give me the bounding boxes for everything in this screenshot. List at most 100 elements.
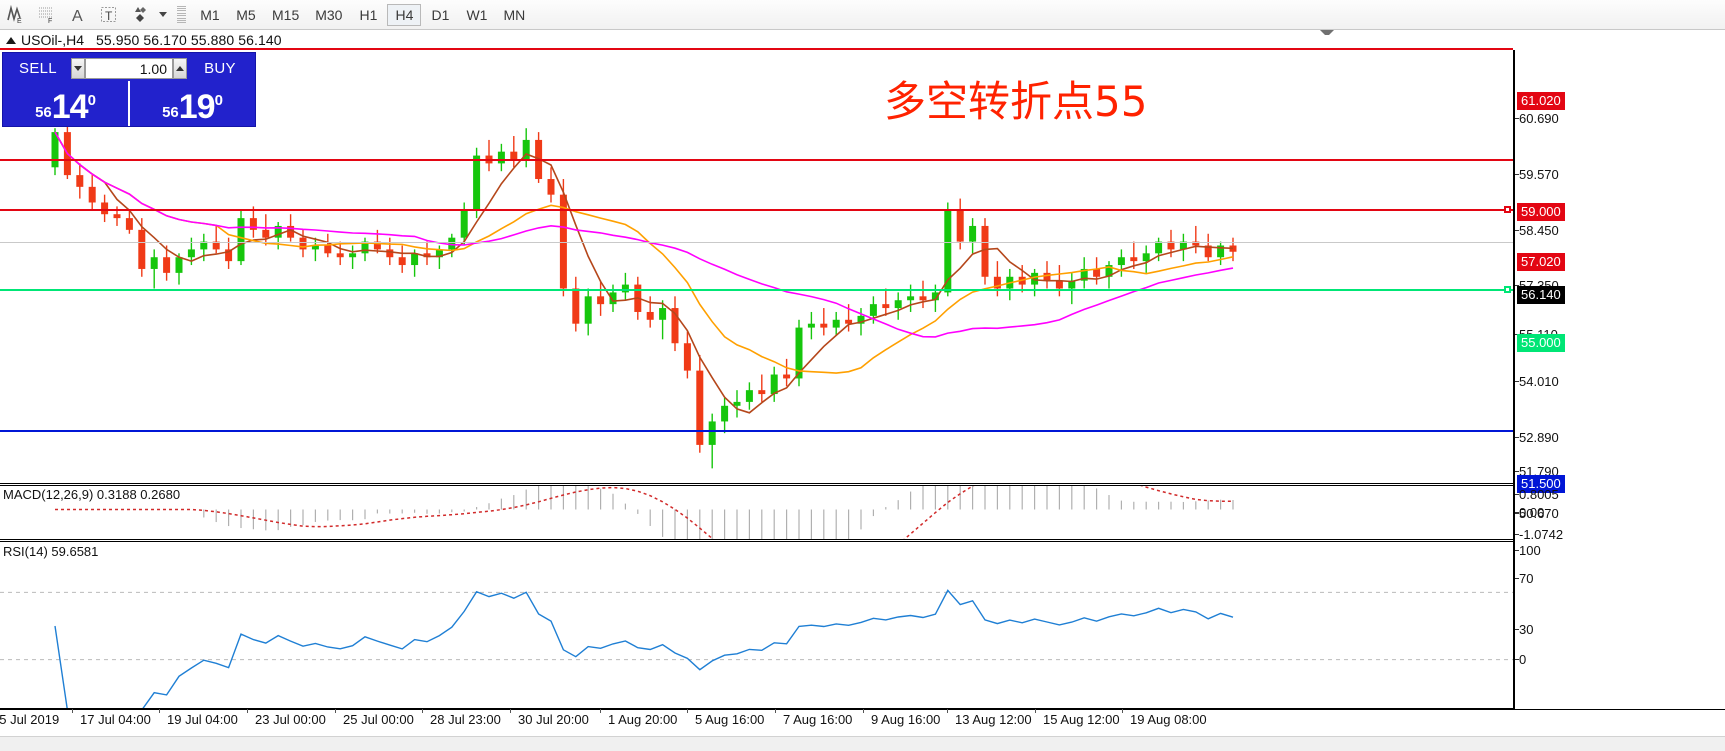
elliott-wave-icon[interactable]: E <box>0 1 31 28</box>
macd-pane[interactable] <box>0 485 1513 540</box>
time-tick-label: 15 Jul 2019 <box>0 712 60 727</box>
chart-context-caret-icon[interactable] <box>1320 30 1334 39</box>
horizontal-scrollbar[interactable] <box>0 736 1725 751</box>
rsi-tick-label: 30 <box>1515 622 1533 637</box>
shapes-dropdown-caret-icon[interactable] <box>155 1 171 28</box>
price-tick-label: 54.010 <box>1515 374 1559 389</box>
price-level-badge[interactable]: 51.500 <box>1517 475 1565 493</box>
time-tick-mark <box>947 709 948 713</box>
timeframe-w1[interactable]: W1 <box>466 6 488 23</box>
price-level-badge[interactable]: 55.000 <box>1517 334 1565 352</box>
price-tick-label: 60.690 <box>1515 111 1559 126</box>
price-tick-label: 58.450 <box>1515 223 1559 238</box>
level-line-51500[interactable] <box>0 430 1513 432</box>
time-tick-label: 1 Aug 20:00 <box>608 712 678 727</box>
time-tick-mark <box>247 709 248 713</box>
sell-button[interactable]: 56 14 0 <box>3 81 130 126</box>
price-tick-label: 52.890 <box>1515 430 1559 445</box>
current-price-line <box>0 242 1513 243</box>
macd-svg <box>55 486 1234 539</box>
level-line-61020[interactable] <box>0 48 1513 50</box>
time-tick-label: 19 Jul 04:00 <box>167 712 238 727</box>
buy-button[interactable]: 56 19 0 <box>130 81 255 126</box>
sell-price-prefix: 56 <box>35 104 52 121</box>
buy-label[interactable]: BUY <box>204 60 236 77</box>
macd-tick-label: 0.00 <box>1515 505 1544 520</box>
timeframe-m5[interactable]: M5 <box>236 6 256 23</box>
time-tick-label: 7 Aug 16:00 <box>783 712 853 727</box>
rsi-indicator-label: RSI(14) 59.6581 <box>3 544 99 559</box>
candlestick-svg <box>51 124 1237 469</box>
time-tick-mark <box>775 709 776 713</box>
text-label-icon[interactable]: T <box>93 1 124 28</box>
time-tick-label: 13 Aug 12:00 <box>955 712 1032 727</box>
time-tick-mark <box>335 709 336 713</box>
time-tick-mark <box>687 709 688 713</box>
time-tick-label: 30 Jul 20:00 <box>518 712 589 727</box>
price-level-badge[interactable]: 56.140 <box>1517 286 1565 304</box>
rsi-pane[interactable] <box>0 541 1513 709</box>
macd-tick-label: -1.0742 <box>1515 527 1563 542</box>
price-level-badge[interactable]: 59.000 <box>1517 203 1565 221</box>
price-axis[interactable]: 60.69059.57058.45057.35055.11054.01052.8… <box>1515 50 1725 709</box>
trade-prices: 56 14 0 56 19 0 <box>3 81 255 126</box>
svg-text:T: T <box>105 9 113 23</box>
svg-text:A: A <box>72 8 83 24</box>
level-line-59000[interactable] <box>0 159 1513 161</box>
trade-panel-controls: SELL 1.00 BUY <box>3 53 255 81</box>
timeframe-h4[interactable]: H4 <box>387 3 422 26</box>
level-handle-57020[interactable] <box>1504 206 1511 213</box>
timeframe-d1[interactable]: D1 <box>431 6 450 23</box>
rsi-svg <box>0 589 1513 708</box>
rsi-plot-area <box>0 542 1513 708</box>
shapes-icon[interactable] <box>124 1 155 28</box>
time-tick-mark <box>72 709 73 713</box>
time-tick-label: 9 Aug 16:00 <box>871 712 941 727</box>
sell-price-fraction: 0 <box>87 92 96 109</box>
chart-annotation-text[interactable]: 多空转折点55 <box>884 77 1148 126</box>
volume-decrease-icon[interactable] <box>71 58 85 79</box>
price-level-badge[interactable]: 61.020 <box>1517 92 1565 110</box>
timeframe-m15[interactable]: M15 <box>272 6 300 23</box>
time-tick-label: 28 Jul 23:00 <box>430 712 501 727</box>
volume-stepper[interactable]: 1.00 <box>71 58 187 79</box>
time-tick-label: 5 Aug 16:00 <box>695 712 765 727</box>
rsi-tick-label: 70 <box>1515 571 1533 586</box>
time-tick-mark <box>1035 709 1036 713</box>
level-line-57020[interactable] <box>0 209 1513 211</box>
macd-plot-area <box>0 486 1513 539</box>
price-level-badge[interactable]: 57.020 <box>1517 253 1565 271</box>
time-axis-line <box>0 709 1725 710</box>
svg-text:F: F <box>48 18 52 24</box>
fibonacci-icon[interactable]: F <box>31 1 62 28</box>
sell-price-main: 14 <box>51 88 89 126</box>
price-tick-label: 50.670 <box>1515 506 1559 521</box>
time-tick-label: 25 Jul 00:00 <box>343 712 414 727</box>
price-axis-line <box>1513 50 1515 709</box>
timeframe-m30[interactable]: M30 <box>315 6 343 23</box>
macd-indicator-label: MACD(12,26,9) 0.3188 0.2680 <box>3 487 181 502</box>
time-tick-mark <box>600 709 601 713</box>
time-tick-mark <box>159 709 160 713</box>
text-icon[interactable]: A <box>62 1 93 28</box>
volume-increase-icon[interactable] <box>173 58 187 79</box>
volume-input[interactable]: 1.00 <box>85 58 173 79</box>
toolbar-grip[interactable] <box>177 4 188 26</box>
rsi-tick-label: 100 <box>1515 543 1541 558</box>
timeframe-h1[interactable]: H1 <box>359 6 378 23</box>
buy-price-main: 19 <box>178 88 216 126</box>
one-click-trade-panel: SELL 1.00 BUY 56 14 0 56 19 0 <box>2 52 256 127</box>
time-tick-label: 17 Jul 04:00 <box>80 712 151 727</box>
rsi-tick-label: 0 <box>1515 652 1526 667</box>
time-tick-label: 19 Aug 08:00 <box>1130 712 1207 727</box>
price-tick-label: 59.570 <box>1515 167 1559 182</box>
level-line-55000[interactable] <box>0 289 1513 291</box>
time-tick-mark <box>863 709 864 713</box>
timeframe-mn[interactable]: MN <box>503 6 526 23</box>
time-tick-label: 23 Jul 00:00 <box>255 712 326 727</box>
sell-label[interactable]: SELL <box>19 60 57 77</box>
level-handle-55000[interactable] <box>1504 286 1511 293</box>
timeframe-m1[interactable]: M1 <box>200 6 220 23</box>
collapse-triangle-icon[interactable] <box>6 36 16 44</box>
symbol-name: USOil-,H4 <box>21 32 85 48</box>
